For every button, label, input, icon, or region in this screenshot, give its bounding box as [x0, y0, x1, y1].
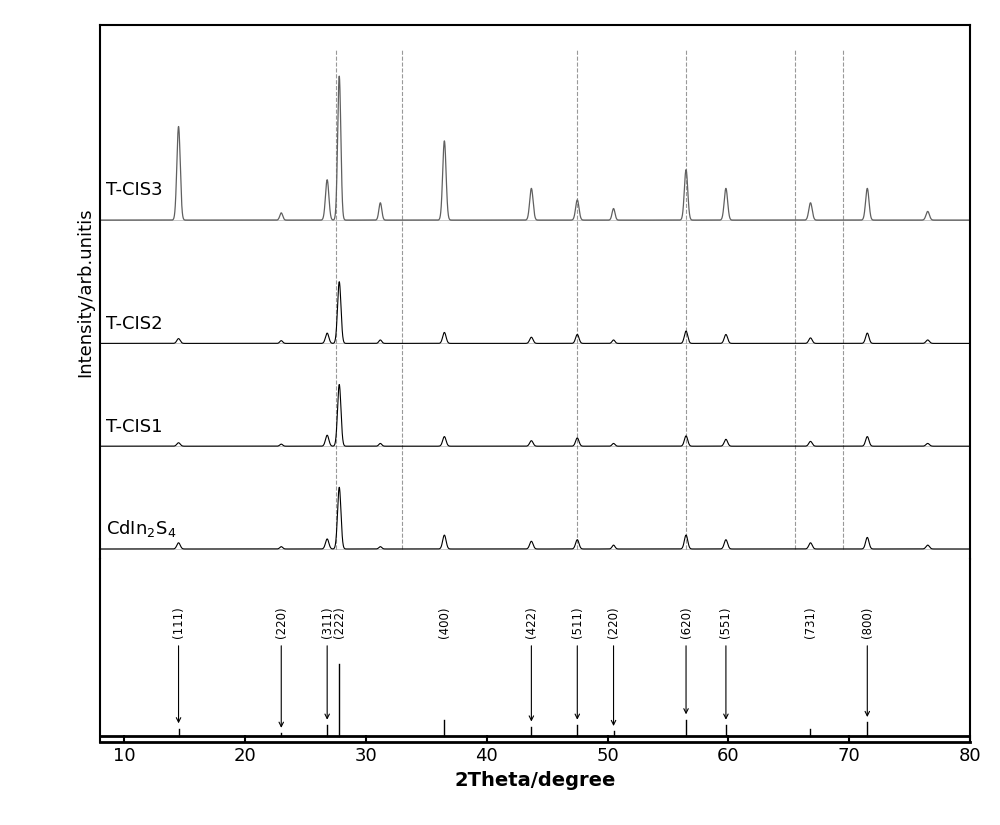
Text: T-CIS1: T-CIS1 [106, 418, 163, 436]
Text: (800): (800) [861, 606, 874, 638]
Text: (731): (731) [804, 606, 817, 638]
Text: (511): (511) [571, 606, 584, 638]
Text: (220): (220) [607, 606, 620, 638]
Text: (400): (400) [438, 606, 451, 638]
Text: T-CIS2: T-CIS2 [106, 315, 163, 333]
Text: (111): (111) [172, 606, 185, 638]
Text: (620): (620) [680, 606, 693, 638]
X-axis label: 2Theta/degree: 2Theta/degree [454, 771, 616, 790]
Text: (422): (422) [525, 606, 538, 638]
Text: T-CIS3: T-CIS3 [106, 182, 163, 200]
Text: CdIn$_2$S$_4$: CdIn$_2$S$_4$ [106, 517, 176, 539]
Text: (311): (311) [321, 606, 334, 638]
Y-axis label: Intensity/arb.unitis: Intensity/arb.unitis [76, 207, 94, 377]
Text: (220): (220) [275, 606, 288, 638]
Text: (551): (551) [719, 606, 732, 638]
Text: (222): (222) [333, 606, 346, 638]
